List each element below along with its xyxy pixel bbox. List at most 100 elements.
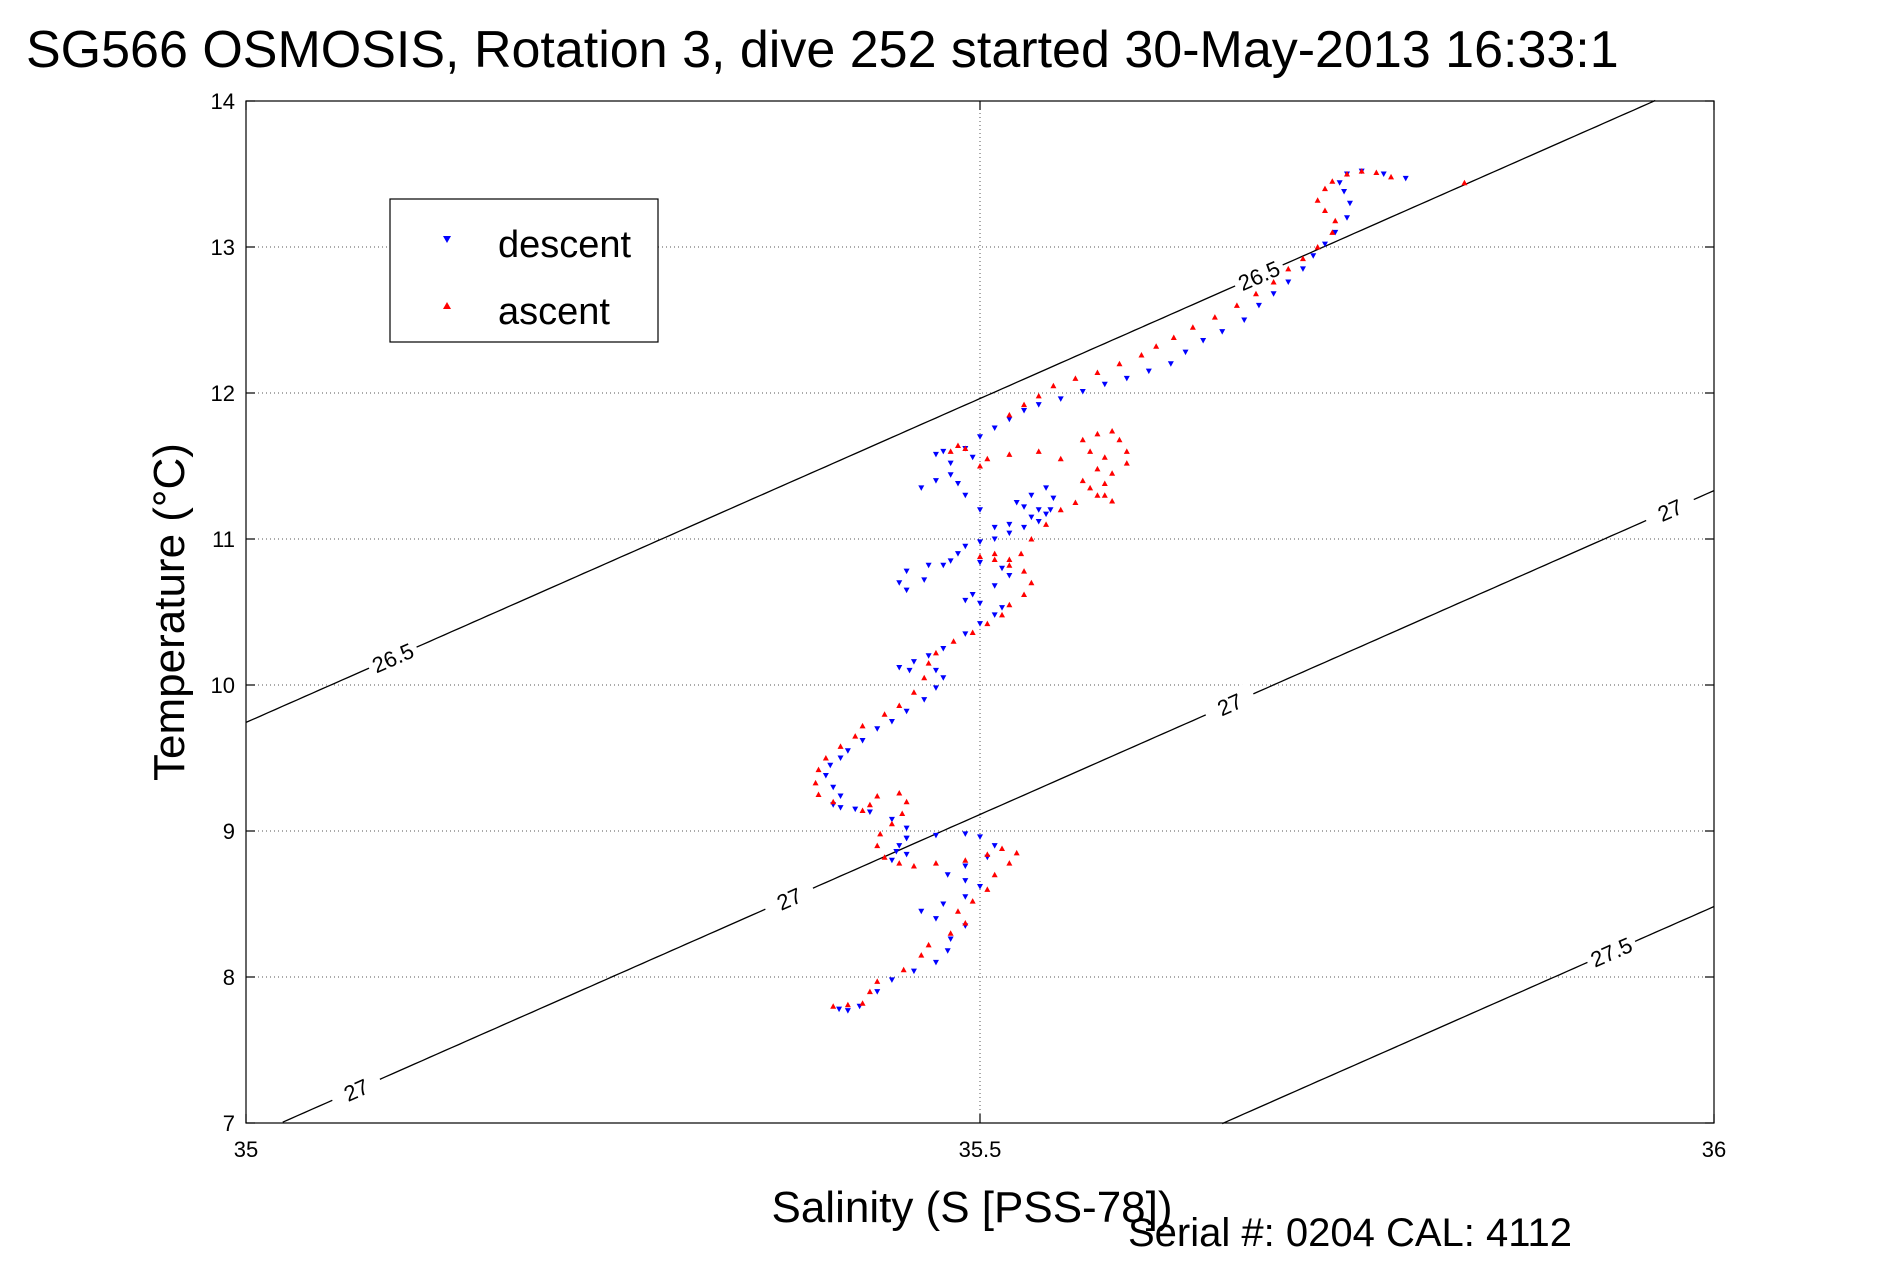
ascent-point (950, 638, 957, 644)
descent-point (874, 989, 881, 995)
contour-label-bg (1582, 929, 1641, 975)
descent-point (921, 577, 928, 583)
ascent-point (830, 798, 837, 805)
descent-point (962, 492, 969, 499)
ascent-point (977, 553, 983, 560)
ascent-point (1021, 568, 1028, 574)
descent-point (944, 872, 951, 878)
ascent-point (1270, 279, 1277, 285)
descent-point (932, 478, 939, 484)
descent-point (1047, 507, 1054, 513)
descent-point (962, 894, 969, 900)
ascent-point (962, 445, 969, 451)
ascent-point (874, 842, 881, 849)
ascent-point (822, 755, 829, 761)
descent-point (1006, 416, 1013, 423)
descent-point (1241, 317, 1248, 323)
ascent-point (984, 455, 991, 462)
descent-point (1310, 253, 1317, 259)
ascent-point (1314, 244, 1321, 250)
descent-point (830, 784, 837, 791)
ascent-point (1079, 436, 1086, 443)
descent-point (1035, 518, 1042, 525)
descent-point (1167, 361, 1174, 367)
ascent-point (999, 845, 1006, 852)
ascent-point (1079, 477, 1086, 484)
ascent-point (977, 463, 983, 469)
ascent-point (812, 779, 819, 786)
descent-point (932, 667, 939, 674)
descent-point (1346, 200, 1353, 207)
descent-point (837, 793, 844, 799)
descent-point (1402, 175, 1409, 182)
descent-point (977, 834, 983, 840)
ascent-point (852, 733, 859, 739)
ascent-point (1101, 454, 1108, 460)
descent-point (1101, 381, 1108, 388)
descent-point (1006, 573, 1013, 579)
descent-point (991, 612, 998, 618)
y-tick-label: 8 (223, 965, 235, 990)
descent-point (940, 675, 947, 681)
ascent-point (837, 743, 844, 749)
ascent-point (1123, 460, 1130, 466)
descent-point (822, 773, 829, 779)
descent-point (918, 908, 925, 915)
descent-point (1380, 171, 1387, 177)
ascent-point (1006, 601, 1013, 608)
descent-point (827, 762, 834, 769)
descent-point (932, 916, 939, 922)
ascent-point (903, 798, 910, 805)
descent-point (844, 1008, 851, 1014)
descent-point (999, 565, 1006, 572)
ascent-point (1087, 448, 1094, 454)
ascent-point (1170, 334, 1177, 341)
descent-point (836, 1006, 843, 1013)
legend-ascent-label: ascent (498, 291, 610, 333)
ascent-point (1314, 197, 1321, 203)
descent-point (962, 863, 969, 870)
y-tick-label: 7 (223, 1111, 235, 1136)
descent-point (837, 805, 844, 811)
descent-point (888, 857, 895, 864)
descent-point (977, 883, 983, 890)
ascent-point (899, 810, 906, 816)
descent-point (1035, 402, 1042, 408)
descent-point (962, 631, 969, 637)
descent-point (925, 653, 932, 659)
ascent-point (1006, 411, 1013, 418)
contour-label-bg (1640, 487, 1699, 533)
descent-point (991, 425, 998, 432)
descent-point (1336, 180, 1343, 186)
descent-point (954, 481, 961, 487)
x-tick-label: 35 (234, 1137, 258, 1162)
descent-point (969, 454, 976, 461)
ascent-point (1116, 360, 1123, 367)
ascent-point (999, 611, 1006, 618)
ascent-point (1233, 302, 1240, 308)
descent-point (944, 948, 951, 954)
descent-point (903, 587, 910, 594)
ascent-point (1211, 314, 1218, 320)
descent-point (903, 708, 910, 715)
descent-point (903, 835, 910, 842)
serial-cal-label: Serial #: 0204 CAL: 4112 (1128, 1211, 1572, 1255)
descent-point (903, 851, 910, 858)
descent-point (837, 755, 844, 761)
descent-point (1200, 337, 1207, 344)
density-contour-27 (282, 490, 1715, 1123)
descent-point (977, 434, 983, 440)
ascent-point (1285, 265, 1292, 272)
descent-point (991, 536, 998, 542)
descent-point (844, 748, 851, 754)
ascent-point (921, 674, 928, 681)
ascent-point (1021, 591, 1028, 597)
ascent-point (1094, 465, 1101, 472)
data-points (812, 168, 1468, 1014)
descent-point (888, 719, 895, 725)
descent-point (893, 848, 900, 855)
descent-point (866, 809, 873, 816)
x-tick-label: 36 (1702, 1137, 1726, 1162)
ascent-point (1123, 448, 1130, 454)
